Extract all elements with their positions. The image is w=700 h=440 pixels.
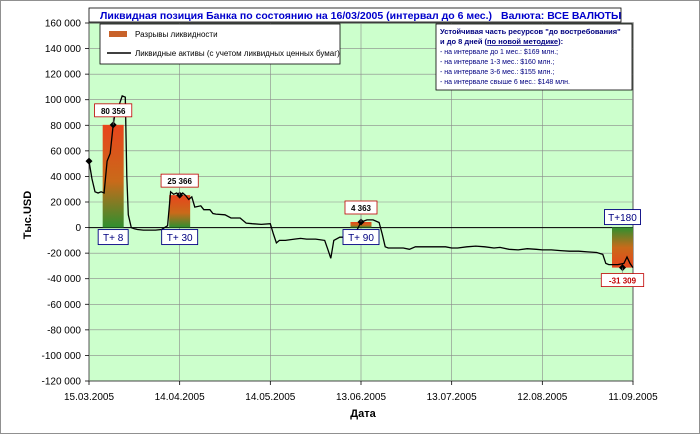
legend-bar-label: Разрывы ликвидности xyxy=(135,30,218,39)
y-axis-title: Тыс.USD xyxy=(22,191,34,239)
info-line: - на интервале свыше 6 мес.: $148 млн. xyxy=(440,79,570,86)
interval-label-box xyxy=(604,209,641,226)
x-tick-label: 14.04.2005 xyxy=(155,392,205,403)
interval-label-box xyxy=(97,229,129,246)
y-tick-label: 60 000 xyxy=(50,146,81,157)
info-heading-2-prefix: и до 8 дней ( xyxy=(440,37,488,46)
x-tick-label: 12.08.2005 xyxy=(517,392,567,403)
info-box-frame xyxy=(435,23,633,91)
y-tick-label: -100 000 xyxy=(42,351,82,362)
start-point-marker xyxy=(85,157,93,165)
stable-resources-box: Устойчивая часть ресурсов "до востребова… xyxy=(435,23,633,91)
y-tick-label: -60 000 xyxy=(47,300,81,311)
info-heading: Устойчивая часть ресурсов "до востребова… xyxy=(440,27,621,36)
interval-label: T+ 90 xyxy=(348,233,374,244)
info-line: - на интервале до 1 мес.: $169 млн.; xyxy=(440,49,558,56)
bar-labels: 80 356 T+ 8 25 366 T+ 30 4 363 T+ 90 -31 309 T+… xyxy=(94,103,645,288)
y-tick-label: -80 000 xyxy=(47,325,81,336)
y-tick-label: 80 000 xyxy=(50,121,81,132)
interval-label: T+180 xyxy=(608,213,637,224)
legend-line-label: Ликвидные активы (с учетом ликвидных цен… xyxy=(135,49,340,58)
y-tick-label: -120 000 xyxy=(42,377,82,388)
bar-value-label: 25 366 xyxy=(167,177,192,186)
x-tick-label: 13.07.2005 xyxy=(427,392,477,403)
y-tick-label: -20 000 xyxy=(47,249,81,260)
y-tick-label: 40 000 xyxy=(50,172,81,183)
y-tick-label: 100 000 xyxy=(45,95,82,106)
info-line: - на интервале 3-6 мес.: $155 млн.; xyxy=(440,69,554,76)
info-heading-2-suffix: ): xyxy=(558,37,563,46)
x-tick-label: 15.03.2005 xyxy=(64,392,114,403)
legend-bar-swatch xyxy=(109,31,127,37)
legend: Разрывы ликвидности Ликвидные активы (с … xyxy=(99,23,341,65)
interval-label-box xyxy=(161,229,199,246)
currency-label: Валюта: ВСЕ ВАЛЮТЫ xyxy=(501,10,621,22)
y-tick-label: 140 000 xyxy=(45,44,82,55)
x-tick-label: 11.09.2005 xyxy=(608,392,658,403)
bar-value-label: 4 363 xyxy=(351,204,372,213)
y-tick-label: -40 000 xyxy=(47,274,81,285)
new-method-link[interactable]: по новой методике xyxy=(487,37,558,46)
liquid-assets-line xyxy=(88,95,634,268)
title-box xyxy=(88,7,622,23)
y-tick-label: 120 000 xyxy=(45,70,82,81)
y-tick-label: 20 000 xyxy=(50,198,81,209)
y-tick-label: 160 000 xyxy=(45,19,82,30)
gap-bar xyxy=(169,195,191,228)
bar-value-label: -31 309 xyxy=(609,277,637,286)
info-heading-2: и до 8 дней (по новой методике): xyxy=(440,37,563,46)
y-axis: -120 000 -100 000 -80 000 -60 000 -40 000 -20… xyxy=(42,19,89,388)
bar-value-label: 80 356 xyxy=(101,107,126,116)
chart-title: Ликвидная позиция Банка по состоянию на … xyxy=(100,10,492,22)
x-tick-label: 13.06.2005 xyxy=(336,392,386,403)
x-axis-title: Дата xyxy=(350,408,376,420)
y-tick-label: 0 xyxy=(75,223,81,234)
interval-label-box xyxy=(342,229,380,246)
gap-bar xyxy=(102,124,124,228)
legend-box xyxy=(99,23,341,65)
series-line xyxy=(88,95,634,268)
x-tick-label: 14.05.2005 xyxy=(245,392,295,403)
interval-label: T+ 8 xyxy=(103,233,124,244)
x-axis: 15.03.2005 14.04.2005 14.05.2005 13.06.2005… xyxy=(64,381,658,403)
info-line: - на интервале 1-3 мес.: $160 млн.; xyxy=(440,59,554,66)
interval-label: T+ 30 xyxy=(167,233,193,244)
